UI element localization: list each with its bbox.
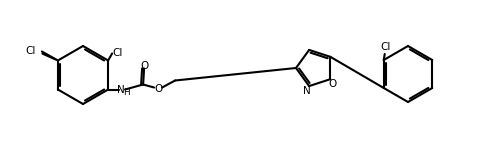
Text: Cl: Cl bbox=[380, 42, 391, 52]
Text: H: H bbox=[123, 88, 130, 97]
Text: O: O bbox=[328, 79, 337, 89]
Text: Cl: Cl bbox=[25, 46, 36, 55]
Text: N: N bbox=[303, 86, 311, 96]
Text: N: N bbox=[117, 85, 125, 94]
Text: Cl: Cl bbox=[112, 47, 122, 58]
Text: O: O bbox=[140, 60, 148, 71]
Text: O: O bbox=[154, 84, 162, 93]
